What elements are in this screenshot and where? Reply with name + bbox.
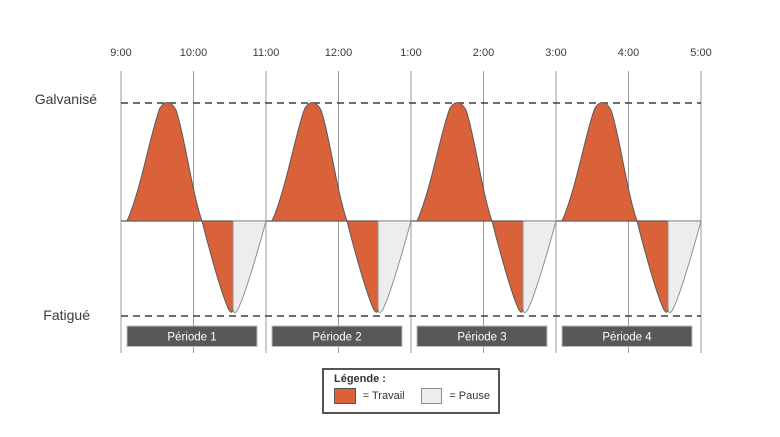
work-descent-area (346, 220, 379, 313)
time-tick-label: 10:00 (180, 47, 208, 59)
time-tick-label: 2:00 (473, 47, 494, 59)
time-tick-label: 1:00 (400, 47, 421, 59)
work-label: = Travail (362, 390, 405, 402)
work-peak-area (271, 102, 348, 222)
period-bars: Période 1 Période 2 Période 3 Période 4 (126, 325, 693, 347)
y-max-label: Galvanisé (34, 91, 97, 107)
period-bar (416, 325, 548, 347)
pause-recovery-area (522, 220, 557, 314)
work-descent-area (636, 220, 669, 313)
period-bar (126, 325, 258, 347)
pause-recovery-area (232, 220, 267, 314)
period-bar-label: Période 4 (602, 332, 652, 344)
time-tick-label: 5:00 (690, 47, 711, 59)
pause-swatch (420, 388, 443, 404)
time-tick-label: 3:00 (545, 47, 566, 59)
work-descent-area (201, 220, 234, 313)
work-peak-area (126, 102, 203, 222)
pause-recovery-area (377, 220, 412, 314)
time-tick-label: 12:00 (325, 47, 353, 59)
time-tick-label: 9:00 (110, 47, 131, 59)
pause-label: = Pause (449, 390, 490, 402)
work-peak-area (416, 102, 493, 222)
period-bar-label: Période 3 (457, 332, 506, 344)
time-tick-label: 4:00 (618, 47, 639, 59)
wave-shapes (126, 102, 702, 314)
y-min-label: Fatigué (43, 307, 90, 323)
time-tick-label: 11:00 (253, 47, 280, 59)
work-peak-area (561, 102, 638, 222)
legend-title: Légende : (334, 373, 386, 385)
period-bar (271, 325, 403, 347)
work-swatch (334, 388, 356, 404)
period-bar-label: Période 2 (312, 332, 361, 344)
period-bar (561, 325, 693, 347)
pause-recovery-area (667, 220, 702, 314)
legend: Légende : = Travail = Pause (322, 368, 500, 414)
period-bar-label: Période 1 (167, 332, 216, 344)
work-descent-area (491, 220, 524, 313)
time-labels: 9:00 10:00 11:00 12:00 1:00 2:00 3:00 4:00 5:00 (110, 47, 711, 59)
legend-row: = Travail = Pause (334, 388, 490, 404)
